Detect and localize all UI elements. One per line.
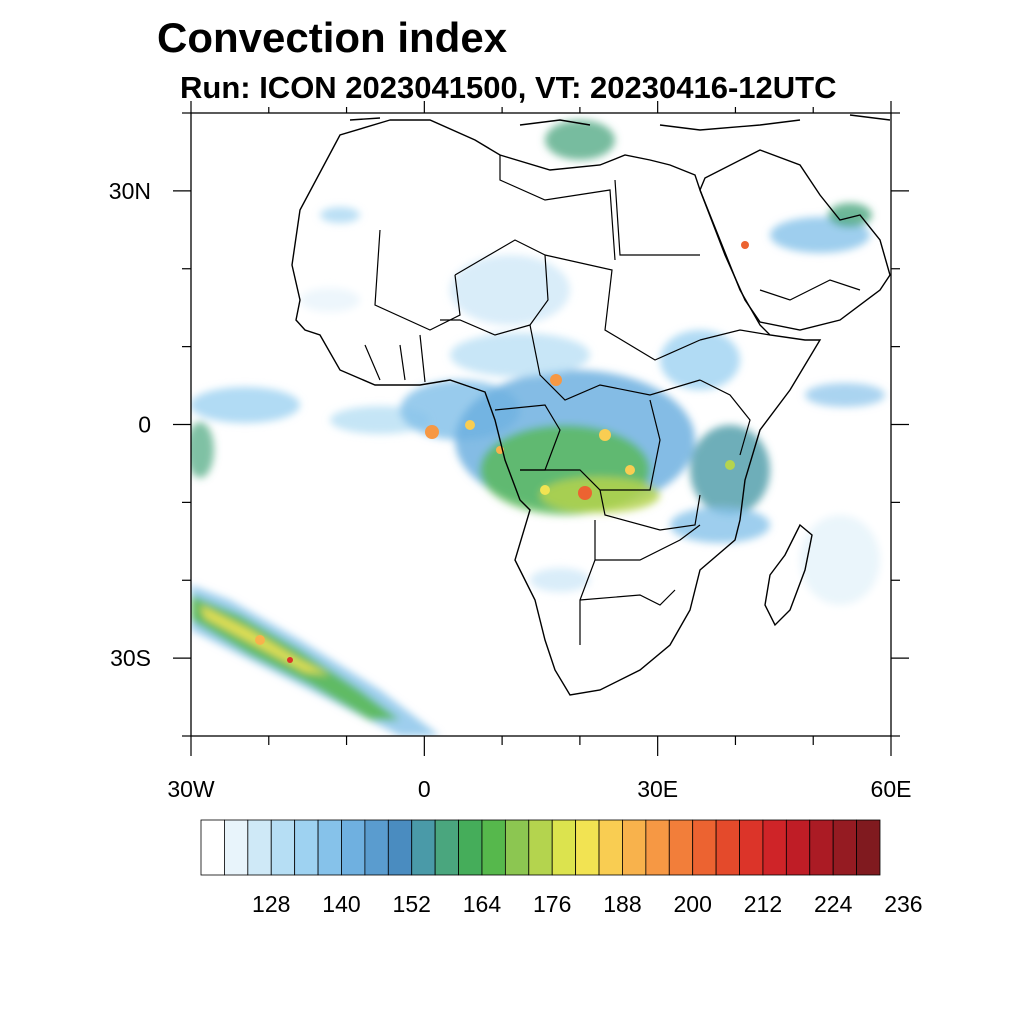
colorbar-swatch xyxy=(645,819,670,876)
field-spot xyxy=(465,420,475,430)
field-indian-ocean xyxy=(805,383,885,407)
colorbar-label: 188 xyxy=(603,891,641,917)
colorbar-label: 140 xyxy=(322,891,360,917)
mediterranean-north xyxy=(349,114,891,131)
border xyxy=(614,179,700,256)
colorbar-swatch xyxy=(364,819,389,876)
chart-title: Convection index xyxy=(157,14,508,61)
field-spot xyxy=(578,486,592,500)
arabia-coastline xyxy=(699,149,891,331)
colorbar-swatch xyxy=(856,819,881,876)
colorbar-label: 128 xyxy=(252,891,290,917)
lon-label: 0 xyxy=(418,776,431,802)
africa-coastline xyxy=(291,119,822,696)
colorbar-label: 164 xyxy=(463,891,502,917)
border xyxy=(529,324,701,401)
field-north-central xyxy=(450,333,590,377)
field-sahel-west xyxy=(320,207,360,223)
colorbar-label: 152 xyxy=(393,891,431,917)
field-mediterranean xyxy=(545,120,615,160)
colorbar-label: 212 xyxy=(744,891,782,917)
country-borders xyxy=(364,155,861,645)
field-spot xyxy=(599,429,611,441)
colorbar-swatch xyxy=(739,819,764,876)
colorbar-swatch xyxy=(270,819,296,876)
coastlines xyxy=(291,114,891,696)
field-spot xyxy=(550,374,562,386)
field-madagascar xyxy=(800,515,880,605)
colorbar-label: 200 xyxy=(674,891,712,917)
colorbar-swatch xyxy=(528,819,553,876)
colorbar-swatch xyxy=(317,819,342,876)
border xyxy=(544,254,701,361)
colorbar-swatch xyxy=(504,819,530,876)
colorbar-swatch xyxy=(247,819,272,876)
border xyxy=(599,489,701,531)
colorbar-swatch xyxy=(622,819,647,876)
border xyxy=(579,589,676,606)
convection-field xyxy=(191,120,885,736)
colorbar-swatch xyxy=(341,819,366,876)
colorbar-swatch xyxy=(411,819,436,876)
colorbar-swatch xyxy=(458,819,483,876)
madagascar-coastline xyxy=(764,523,813,627)
colorbar-swatch xyxy=(224,819,249,876)
field-spot xyxy=(255,635,265,645)
colorbar-swatch xyxy=(481,819,506,876)
field-spot xyxy=(425,425,439,439)
chart-subtitle: Run: ICON 2023041500, VT: 20230416-12UTC xyxy=(180,70,837,105)
colorbar-label: 236 xyxy=(884,891,922,917)
colorbar-swatch xyxy=(598,819,623,876)
field-spot xyxy=(725,460,735,470)
border xyxy=(595,524,701,561)
lon-label: 60E xyxy=(871,776,912,802)
lon-label: 30E xyxy=(637,776,678,802)
field-gulf xyxy=(828,203,872,227)
axis-ticks: 30N 0 30S 30W 0 30E 60E xyxy=(109,101,912,802)
lat-label: 30S xyxy=(110,645,151,671)
colorbar-swatch xyxy=(762,819,787,876)
field-west-coast xyxy=(300,288,360,312)
colorbar-swatch xyxy=(785,819,811,876)
colorbar-swatch xyxy=(551,819,577,876)
colorbar-swatch xyxy=(668,819,694,876)
border xyxy=(699,379,751,456)
field-spot xyxy=(741,241,749,249)
field-spot xyxy=(625,465,635,475)
colorbar-label: 224 xyxy=(814,891,853,917)
border xyxy=(374,229,461,331)
border xyxy=(759,279,861,301)
colorbar: 128 140 152 164 176 188 200 212 224 236 xyxy=(200,819,923,917)
field-south-africa xyxy=(530,568,590,592)
colorbar-swatch xyxy=(200,819,225,876)
field-ethiopia xyxy=(660,330,740,390)
colorbar-swatch xyxy=(294,819,319,876)
lon-label: 30W xyxy=(167,776,215,802)
border xyxy=(440,319,531,336)
colorbar-swatch xyxy=(387,819,413,876)
border xyxy=(364,334,426,383)
colorbar-swatch xyxy=(575,819,600,876)
border xyxy=(579,520,596,645)
field-angola-band xyxy=(540,477,660,513)
lat-label: 30N xyxy=(109,178,151,204)
border xyxy=(520,399,661,491)
colorbar-swatch xyxy=(715,819,740,876)
colorbar-swatch xyxy=(434,819,459,876)
field-spot xyxy=(540,485,550,495)
field-sahara xyxy=(450,255,570,325)
border xyxy=(699,329,771,341)
field-atlantic-west xyxy=(191,387,300,423)
field-spot xyxy=(287,657,293,663)
field-atlantic-edge xyxy=(191,422,214,478)
colorbar-swatch xyxy=(832,819,857,876)
colorbar-swatch xyxy=(809,819,834,876)
lat-label: 0 xyxy=(138,412,151,438)
colorbar-swatch xyxy=(692,819,717,876)
colorbar-label: 176 xyxy=(533,891,571,917)
field-tanzania xyxy=(670,507,770,543)
border xyxy=(499,155,616,261)
